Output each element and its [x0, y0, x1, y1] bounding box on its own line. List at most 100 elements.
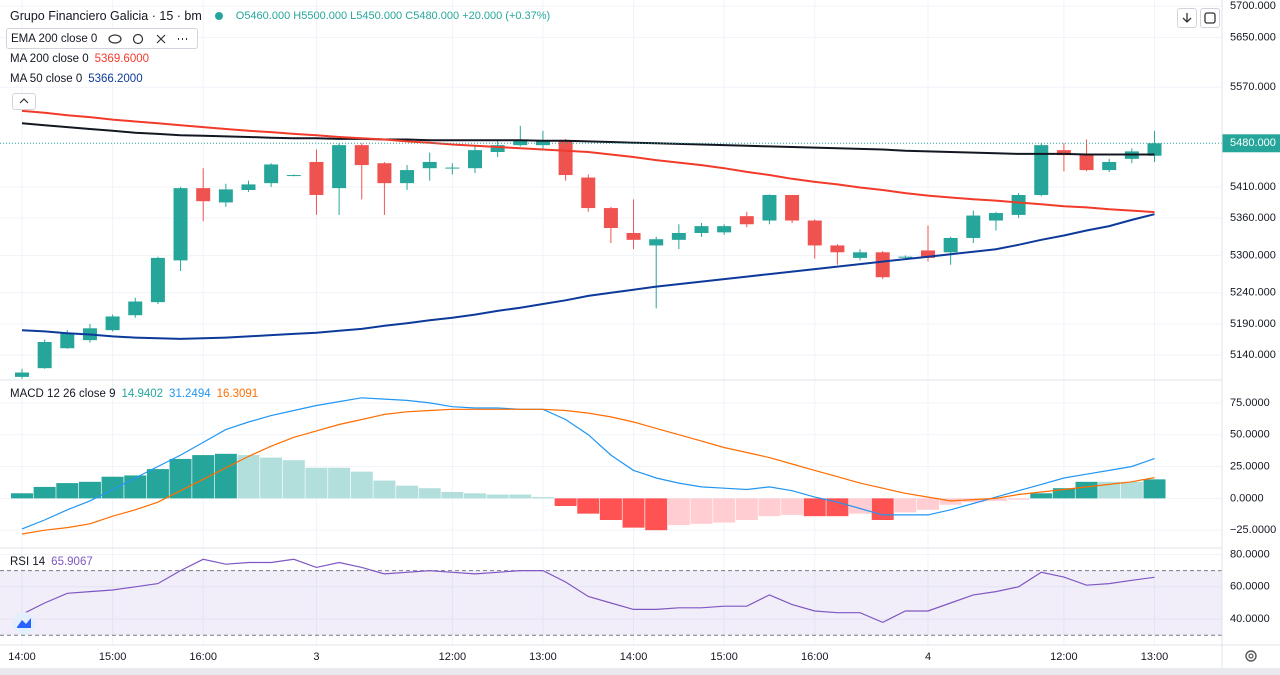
- histogram-bar: [894, 498, 917, 513]
- histogram-bar: [169, 458, 192, 499]
- histogram-bar: [735, 498, 758, 520]
- histogram-bar: [101, 476, 124, 499]
- download-icon: [1182, 13, 1192, 23]
- candle-body: [490, 145, 505, 152]
- indicator-line: [21, 213, 1155, 340]
- histogram-bar: [1098, 481, 1121, 499]
- indicator-tools: [108, 33, 188, 44]
- settings-icon[interactable]: [1245, 650, 1257, 662]
- candle-body: [105, 316, 120, 331]
- frame: [1204, 12, 1216, 24]
- y-tick-label: 75.0000: [1230, 397, 1270, 409]
- candle-body: [694, 226, 709, 233]
- indicator-name: RSI 14: [10, 556, 46, 568]
- candle-body: [581, 177, 596, 209]
- candle-body: [1079, 155, 1094, 171]
- histogram-bar: [305, 467, 328, 499]
- candle-body: [807, 220, 822, 246]
- histogram-bar: [599, 498, 622, 520]
- price-change: +20.000 (+0.37%): [462, 10, 551, 22]
- histogram-bar: [531, 497, 554, 499]
- y-tick-label: 5650.000: [1230, 31, 1276, 43]
- histogram-bar: [1007, 498, 1030, 500]
- candle-body: [603, 208, 618, 228]
- macd-value: 31.2494: [169, 388, 211, 400]
- histogram-bar: [554, 498, 577, 506]
- ohlc-key: L: [350, 10, 357, 22]
- y-tick-label: 5190.000: [1230, 318, 1276, 330]
- x-tick-label: 12:00: [1050, 651, 1078, 663]
- histogram-bar: [214, 453, 237, 499]
- histogram-bar: [33, 486, 56, 499]
- candle-body: [1056, 150, 1071, 156]
- x-tick-label: 15:00: [710, 651, 738, 663]
- candle-body: [853, 252, 868, 258]
- candle-body: [762, 194, 777, 221]
- fullscreen-button[interactable]: [1200, 8, 1220, 28]
- symbol-header: Grupo Financiero Galicia · 15 · bm O5460…: [10, 9, 550, 23]
- ohlc-key: C: [405, 10, 414, 22]
- histogram-bar: [464, 493, 486, 499]
- y-tick-label: 5360.000: [1230, 212, 1276, 224]
- x-tick-label: 13:00: [1141, 651, 1169, 663]
- logo: [13, 612, 35, 634]
- candle-body: [1102, 161, 1117, 171]
- candle-body: [1034, 145, 1049, 195]
- candle-body: [422, 161, 437, 169]
- y-tick-label: 40.0000: [1230, 613, 1270, 625]
- y-tick-label: 50.0000: [1230, 429, 1270, 441]
- signal-value: 16.3091: [216, 388, 259, 400]
- symbol-title: Grupo Financiero Galicia · 15 · bm: [10, 9, 202, 23]
- indicator-line: [21, 109, 1155, 214]
- eye-icon[interactable]: [108, 33, 122, 44]
- histogram-bar: [645, 498, 668, 531]
- rsi-line: [21, 558, 1155, 624]
- indicator-name: MA 200 close 0: [10, 53, 89, 65]
- candle-body: [875, 252, 890, 278]
- ohlc-value: 5450.000: [356, 10, 403, 22]
- indicator-legend: MA 200 close 0 5369.6000: [10, 53, 149, 65]
- y-tick-label: 5410.000: [1230, 181, 1276, 193]
- candle-body: [785, 194, 800, 221]
- candle-body: [128, 301, 143, 316]
- indicator-name: MA 50 close 0: [10, 73, 83, 85]
- last-price-label: 5480.000: [1230, 137, 1276, 149]
- histogram-bar: [146, 469, 169, 499]
- collapse-button[interactable]: [12, 93, 36, 110]
- x-tick-label: 13:00: [529, 651, 557, 663]
- y-tick-label: −25.0000: [1230, 524, 1276, 536]
- histogram-bar: [1143, 479, 1166, 499]
- histogram-bar: [758, 498, 781, 517]
- candle-body: [309, 161, 324, 195]
- bottom-strip: [0, 668, 1280, 675]
- histogram-bar: [917, 498, 939, 510]
- histogram-bar: [441, 492, 464, 499]
- macd-line: [21, 397, 1155, 530]
- x-tick-label: 14:00: [8, 651, 36, 663]
- histogram-bar: [237, 455, 260, 499]
- remove-icon[interactable]: [156, 34, 166, 43]
- candle-body: [558, 140, 573, 176]
- histogram-bar: [78, 481, 101, 499]
- histogram-bar: [1120, 481, 1143, 499]
- candle-body: [468, 150, 482, 169]
- x-tick-label: 16:00: [801, 651, 829, 663]
- x-tick-label: 14:00: [620, 651, 648, 663]
- rsi-legend: RSI 14 65.9067: [10, 556, 93, 568]
- candle-body: [400, 170, 415, 184]
- macd-legend: MACD 12 26 close 9 14.9402 31.2494 16.30…: [10, 388, 258, 400]
- candle-body: [921, 250, 935, 258]
- ohlc-value: 5500.000: [301, 10, 348, 22]
- candle-body: [513, 140, 528, 146]
- histogram-bar: [871, 498, 894, 520]
- histogram-bar: [260, 457, 283, 499]
- settings-icon[interactable]: [133, 33, 144, 44]
- histogram-bar: [667, 498, 690, 526]
- indicator-value: 5369.6000: [94, 53, 150, 65]
- indicator-legend[interactable]: EMA 200 close 0: [6, 28, 199, 49]
- download-button[interactable]: [1177, 8, 1197, 28]
- y-tick-label: 5140.000: [1230, 349, 1276, 361]
- indicator-legend: MA 50 close 0 5366.2000: [10, 73, 143, 85]
- candle-body: [332, 145, 347, 189]
- chevron: [19, 98, 29, 104]
